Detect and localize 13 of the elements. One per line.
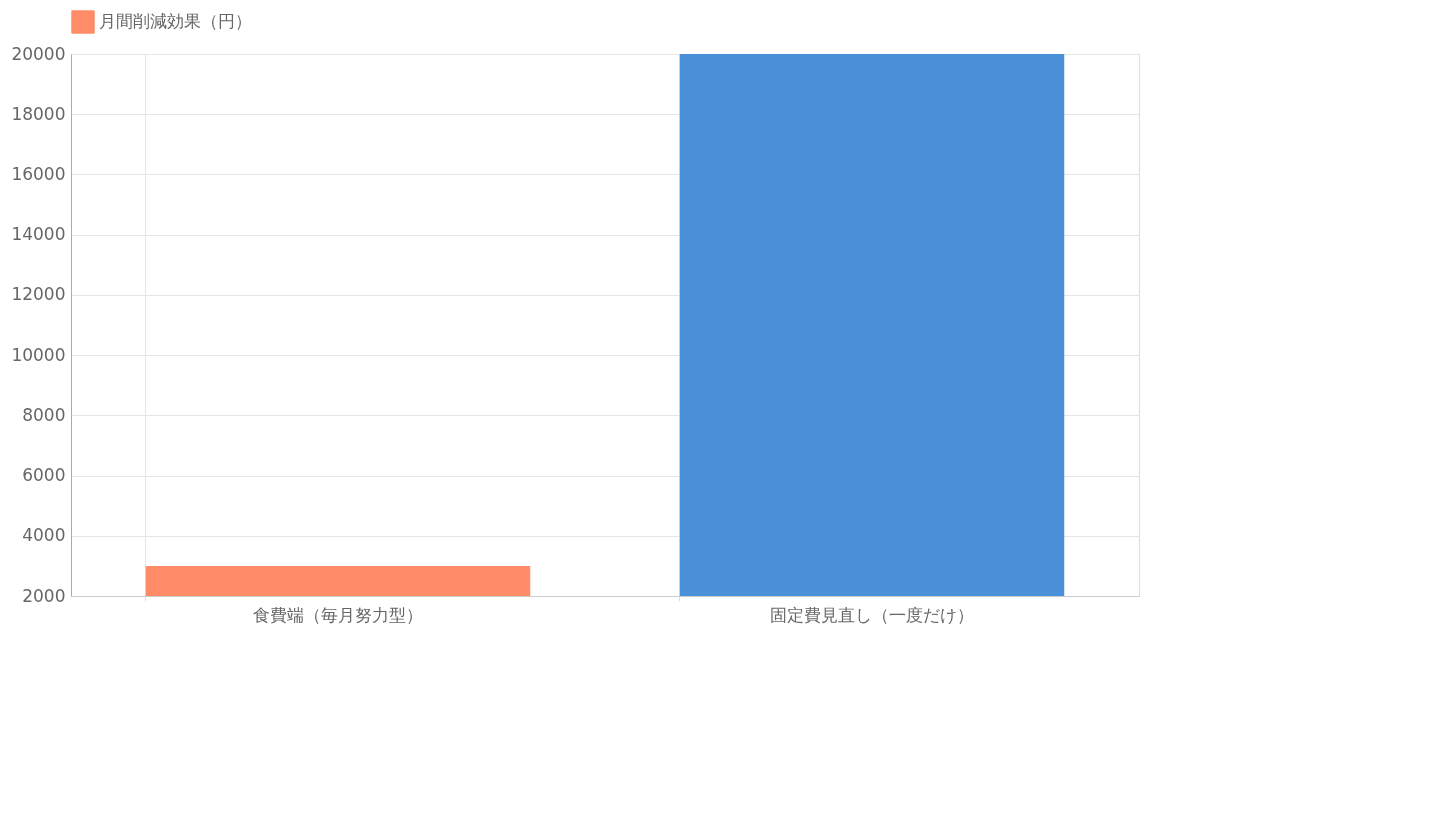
y-tick-label: 12000 bbox=[11, 284, 66, 305]
y-tick-label: 16000 bbox=[11, 163, 66, 184]
y-tick-label: 8000 bbox=[22, 404, 66, 425]
y-tick-label: 20000 bbox=[11, 43, 66, 64]
legend-label: 月間削減効果（円） bbox=[99, 11, 252, 31]
x-tick-label: 固定費見直し（一度だけ） bbox=[770, 604, 974, 625]
y-tick-label: 14000 bbox=[11, 224, 66, 245]
y-tick-label: 10000 bbox=[11, 344, 66, 365]
y-tick-label: 18000 bbox=[11, 103, 66, 124]
y-tick-label: 2000 bbox=[22, 585, 66, 606]
x-tick-label: 食費端（毎月努力型） bbox=[253, 604, 423, 625]
y-tick-label: 4000 bbox=[22, 525, 66, 546]
y-tick-label: 6000 bbox=[22, 465, 66, 486]
